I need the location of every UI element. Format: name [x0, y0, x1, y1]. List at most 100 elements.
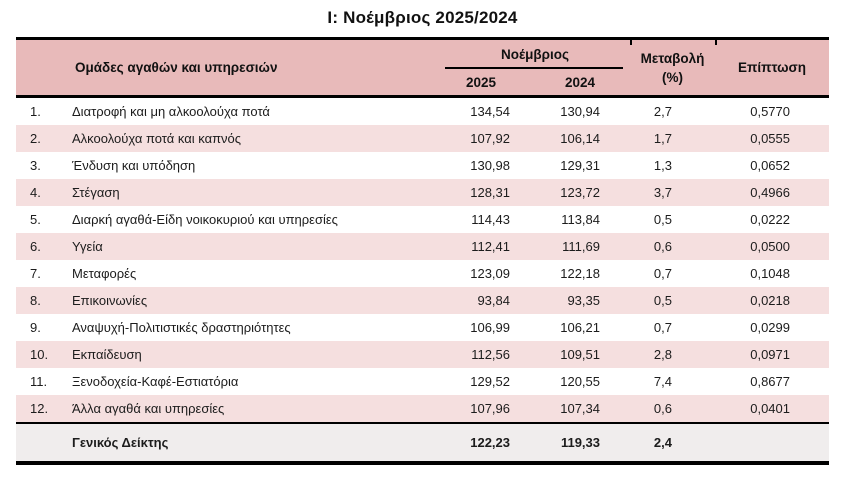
cell-index-2025: 123,09: [453, 260, 541, 287]
header-groups: Ομάδες αγαθών και υπηρεσιών: [16, 38, 453, 97]
cell-index-2024: 122,18: [541, 260, 630, 287]
cell-index-2025: 112,56: [453, 341, 541, 368]
cell-index-2025: 107,96: [453, 395, 541, 423]
table-row: 5. Διαρκή αγαθά-Είδη νοικοκυριού και υπη…: [16, 206, 829, 233]
cell-impact: 0,4966: [715, 179, 829, 206]
cell-row-number: 4.: [16, 179, 72, 206]
table-header: Ομάδες αγαθών και υπηρεσιών Νοέμβριος Με…: [16, 38, 829, 97]
cell-total-change: 2,4: [630, 423, 715, 463]
cell-row-number: 11.: [16, 368, 72, 395]
cell-change-pct: 0,7: [630, 314, 715, 341]
cell-category: Επικοινωνίες: [72, 287, 453, 314]
cell-change-pct: 0,7: [630, 260, 715, 287]
cell-index-2025: 106,99: [453, 314, 541, 341]
cell-index-2025: 93,84: [453, 287, 541, 314]
column-divider-tick: [630, 39, 632, 45]
cell-category: Διατροφή και μη αλκοολούχα ποτά: [72, 96, 453, 125]
cell-index-2024: 123,72: [541, 179, 630, 206]
cell-index-2024: 113,84: [541, 206, 630, 233]
cell-row-number: 10.: [16, 341, 72, 368]
cell-impact: 0,5770: [715, 96, 829, 125]
cell-impact: 0,0500: [715, 233, 829, 260]
cell-total-2024: 119,33: [541, 423, 630, 463]
table-row: 2. Αλκοολούχα ποτά και καπνός 107,92 106…: [16, 125, 829, 152]
table-row: 4. Στέγαση 128,31 123,72 3,7 0,4966: [16, 179, 829, 206]
cell-category: Διαρκή αγαθά-Είδη νοικοκυριού και υπηρεσ…: [72, 206, 453, 233]
cell-category: Ένδυση και υπόδηση: [72, 152, 453, 179]
cell-total-label: Γενικός Δείκτης: [16, 423, 453, 463]
cell-change-pct: 2,7: [630, 96, 715, 125]
cell-impact: 0,0971: [715, 341, 829, 368]
cell-index-2025: 128,31: [453, 179, 541, 206]
cell-row-number: 8.: [16, 287, 72, 314]
header-year-2024: 2024: [541, 69, 630, 97]
cell-impact: 0,0555: [715, 125, 829, 152]
cell-row-number: 9.: [16, 314, 72, 341]
cell-index-2025: 129,52: [453, 368, 541, 395]
cpi-table: Ομάδες αγαθών και υπηρεσιών Νοέμβριος Με…: [16, 37, 829, 465]
cell-change-pct: 0,5: [630, 206, 715, 233]
table-row: 12. Άλλα αγαθά και υπηρεσίες 107,96 107,…: [16, 395, 829, 423]
table-title: Ι: Νοέμβριος 2025/2024: [327, 8, 518, 27]
total-row: Γενικός Δείκτης 122,23 119,33 2,4: [16, 423, 829, 463]
cell-index-2024: 130,94: [541, 96, 630, 125]
cell-row-number: 6.: [16, 233, 72, 260]
table-row: 10. Εκπαίδευση 112,56 109,51 2,8 0,0971: [16, 341, 829, 368]
table-row: 6. Υγεία 112,41 111,69 0,6 0,0500: [16, 233, 829, 260]
header-impact: Επίπτωση: [715, 38, 829, 97]
cell-total-impact: [715, 423, 829, 463]
cell-category: Αλκοολούχα ποτά και καπνός: [72, 125, 453, 152]
cell-category: Αναψυχή-Πολιτιστικές δραστηριότητες: [72, 314, 453, 341]
cell-index-2024: 120,55: [541, 368, 630, 395]
table-row: 7. Μεταφορές 123,09 122,18 0,7 0,1048: [16, 260, 829, 287]
table-body: 1. Διατροφή και μη αλκοολούχα ποτά 134,5…: [16, 96, 829, 423]
cell-change-pct: 1,3: [630, 152, 715, 179]
cell-impact: 0,0652: [715, 152, 829, 179]
cell-category: Μεταφορές: [72, 260, 453, 287]
header-month-label: Νοέμβριος: [501, 47, 569, 62]
cell-index-2025: 107,92: [453, 125, 541, 152]
cell-category: Υγεία: [72, 233, 453, 260]
table-row: 3. Ένδυση και υπόδηση 130,98 129,31 1,3 …: [16, 152, 829, 179]
cell-row-number: 1.: [16, 96, 72, 125]
cell-index-2025: 134,54: [453, 96, 541, 125]
cell-row-number: 3.: [16, 152, 72, 179]
header-change-unit: (%): [662, 69, 683, 85]
cell-index-2024: 106,14: [541, 125, 630, 152]
cell-impact: 0,0401: [715, 395, 829, 423]
cell-change-pct: 3,7: [630, 179, 715, 206]
cell-index-2024: 106,21: [541, 314, 630, 341]
cell-change-pct: 0,6: [630, 233, 715, 260]
table-row: 11. Ξενοδοχεία-Καφέ-Εστιατόρια 129,52 12…: [16, 368, 829, 395]
cell-index-2024: 93,35: [541, 287, 630, 314]
cell-impact: 0,0222: [715, 206, 829, 233]
cpi-table-container: Ομάδες αγαθών και υπηρεσιών Νοέμβριος Με…: [16, 37, 829, 465]
cell-row-number: 7.: [16, 260, 72, 287]
column-divider-tick: [715, 39, 717, 45]
cell-category: Ξενοδοχεία-Καφέ-Εστιατόρια: [72, 368, 453, 395]
cell-index-2024: 129,31: [541, 152, 630, 179]
cell-category: Στέγαση: [72, 179, 453, 206]
table-row: 8. Επικοινωνίες 93,84 93,35 0,5 0,0218: [16, 287, 829, 314]
header-month-group: Νοέμβριος: [445, 38, 630, 69]
cell-index-2025: 130,98: [453, 152, 541, 179]
cell-index-2024: 107,34: [541, 395, 630, 423]
table-row: 1. Διατροφή και μη αλκοολούχα ποτά 134,5…: [16, 96, 829, 125]
cell-row-number: 2.: [16, 125, 72, 152]
cell-row-number: 5.: [16, 206, 72, 233]
cell-impact: 0,0299: [715, 314, 829, 341]
cell-change-pct: 7,4: [630, 368, 715, 395]
cell-change-pct: 2,8: [630, 341, 715, 368]
table-footer: Γενικός Δείκτης 122,23 119,33 2,4: [16, 423, 829, 463]
cell-impact: 0,0218: [715, 287, 829, 314]
cell-change-pct: 1,7: [630, 125, 715, 152]
cell-total-2025: 122,23: [453, 423, 541, 463]
cell-change-pct: 0,6: [630, 395, 715, 423]
cell-row-number: 12.: [16, 395, 72, 423]
cell-category: Άλλα αγαθά και υπηρεσίες: [72, 395, 453, 423]
month-group-underline: [445, 67, 623, 69]
table-row: 9. Αναψυχή-Πολιτιστικές δραστηριότητες 1…: [16, 314, 829, 341]
cell-index-2024: 111,69: [541, 233, 630, 260]
cell-category: Εκπαίδευση: [72, 341, 453, 368]
